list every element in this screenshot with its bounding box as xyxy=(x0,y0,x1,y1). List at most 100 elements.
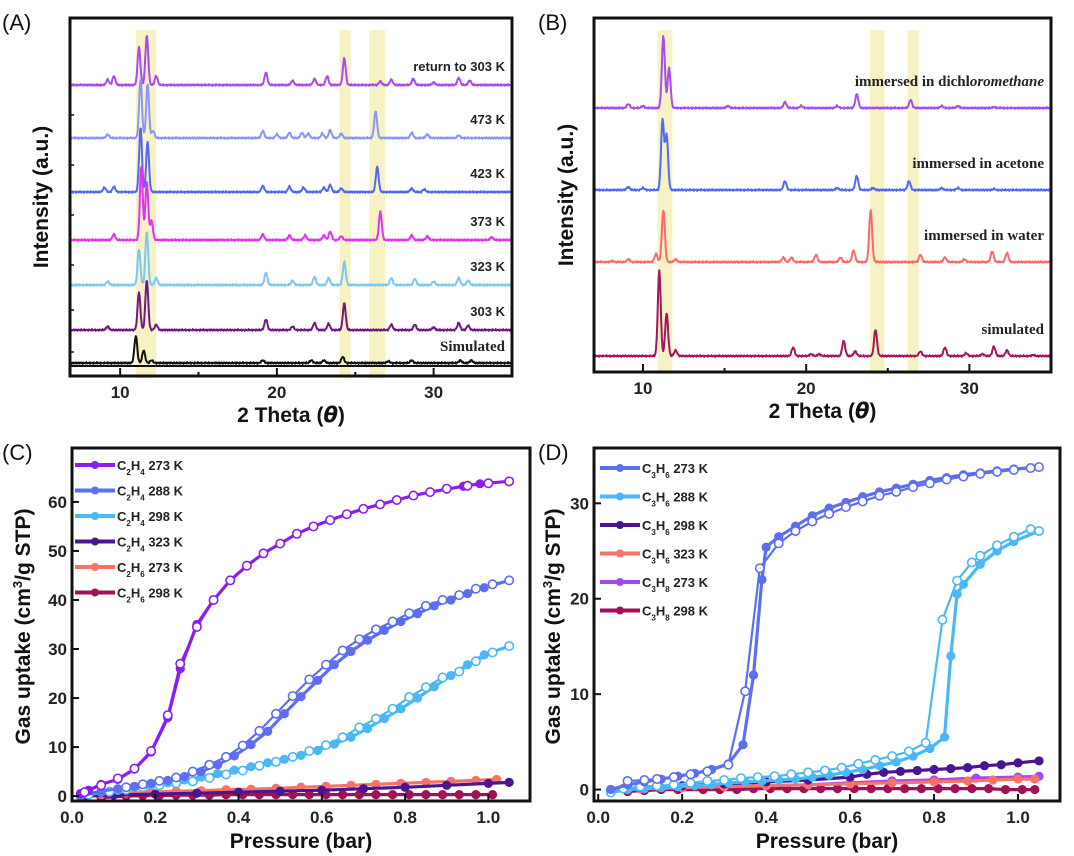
desorption-point xyxy=(1008,464,1019,475)
adsorption-point xyxy=(388,790,398,800)
desorption-point xyxy=(404,692,415,703)
desorption-point xyxy=(470,656,481,667)
xrd-trace xyxy=(69,35,513,87)
xrd-trace xyxy=(69,79,513,140)
desorption-point xyxy=(1025,524,1036,535)
legend-item: C3H6 288 K xyxy=(600,490,709,509)
panel-label: (D) xyxy=(538,440,569,465)
desorption-point xyxy=(966,557,977,568)
desorption-point xyxy=(291,528,302,539)
trace-label-text: immersed in acetone xyxy=(912,156,1044,172)
series-c2h4-288-k xyxy=(75,575,515,801)
desorption-point xyxy=(723,759,734,770)
y-axis-title-superscript: 3 xyxy=(10,581,25,588)
legend-formula: H xyxy=(656,461,665,476)
trace-label: 373 K xyxy=(470,214,505,229)
desorption-point xyxy=(204,759,215,770)
adsorption-point xyxy=(363,635,373,645)
adsorption-point xyxy=(263,726,273,736)
series-c3h8-298-k xyxy=(622,783,1040,797)
legend-subscript: 6 xyxy=(140,596,145,605)
adsorption-point xyxy=(979,761,990,771)
desorption-point xyxy=(175,658,186,669)
desorption-point xyxy=(208,594,219,605)
axis-frame xyxy=(68,16,514,378)
legend-formula: C xyxy=(642,575,652,590)
legend-label: C3H6 298 K xyxy=(642,518,709,537)
desorption-point xyxy=(924,478,935,489)
desorption-point xyxy=(952,575,963,586)
trace-label-text: immersed in water xyxy=(924,228,1044,244)
legend-label: C3H6 288 K xyxy=(642,490,709,509)
desorption-point xyxy=(221,751,232,762)
desorption-point xyxy=(790,526,801,537)
legend-subscript: 4 xyxy=(140,468,145,477)
adsorption-point xyxy=(471,790,481,800)
trace-label-text: 303 K xyxy=(470,304,505,319)
desorption-point xyxy=(171,772,182,783)
desorption-point xyxy=(958,471,969,482)
adsorption-point xyxy=(317,785,327,795)
desorption-point xyxy=(504,476,515,487)
desorption-point xyxy=(870,754,881,765)
desorption-point xyxy=(803,767,814,778)
y-tick-label: 40 xyxy=(48,591,67,610)
desorption-point xyxy=(254,760,265,771)
desorption-point xyxy=(903,746,914,757)
desorption-point xyxy=(840,502,851,513)
desorption-point xyxy=(391,494,402,505)
desorption-point xyxy=(79,787,90,798)
desorption-point xyxy=(271,708,282,719)
desorption-point xyxy=(807,516,818,527)
legend-formula: C xyxy=(117,586,127,601)
desorption-line xyxy=(88,645,510,796)
adsorption-point xyxy=(963,763,973,773)
legend-formula: H xyxy=(656,490,665,505)
legend-subscript: 3 xyxy=(651,500,656,509)
desorption-point xyxy=(454,590,465,601)
desorption-point xyxy=(622,775,633,786)
y-tick-label: 0 xyxy=(580,781,589,800)
legend-temp: 298 K xyxy=(148,586,183,601)
legend-label: C2H6 298 K xyxy=(117,586,184,605)
legend-subscript: 3 xyxy=(651,471,656,480)
adsorption-point xyxy=(379,714,389,724)
y-tick-label: 10 xyxy=(48,738,67,757)
adsorption-point xyxy=(946,763,956,774)
legend-temp: 323 K xyxy=(673,547,708,562)
trace-label: immersed in dichloromethane xyxy=(855,74,1045,90)
x-tick-label: 0.0 xyxy=(60,808,84,827)
desorption-point xyxy=(487,579,498,590)
desorption-point xyxy=(454,666,465,677)
desorption-point xyxy=(992,540,1003,551)
adsorption-point xyxy=(832,783,843,794)
desorption-point xyxy=(129,763,140,774)
adsorption-point xyxy=(400,782,410,792)
desorption-point xyxy=(304,674,315,685)
adsorption-point xyxy=(404,790,414,800)
y-tick-label: 0 xyxy=(58,787,67,806)
adsorption-point xyxy=(363,723,373,734)
legend-item: C3H6 298 K xyxy=(600,518,709,537)
legend-temp: 288 K xyxy=(673,490,708,505)
adsorption-point xyxy=(963,776,973,786)
trace-label: immersed in water xyxy=(924,228,1044,244)
x-tick-label: 10 xyxy=(634,379,653,398)
legend-formula: C xyxy=(642,547,652,562)
desorption-point xyxy=(1008,531,1019,542)
axis-frame xyxy=(592,446,1062,803)
desorption-point xyxy=(420,600,431,611)
x-tick-label: 20 xyxy=(797,379,816,398)
series-c3h6-273-k xyxy=(606,462,1045,795)
adsorption-point xyxy=(313,675,323,685)
adsorption-point xyxy=(748,670,759,680)
legend-subscript: 4 xyxy=(140,545,145,554)
trace-label: Simulated xyxy=(440,339,506,355)
legend-formula: C xyxy=(117,509,127,524)
x-tick-label: 1.0 xyxy=(477,808,501,827)
adsorption-point xyxy=(483,778,493,788)
y-tick-label: 30 xyxy=(570,494,589,513)
y-axis-title-text: /g STP) xyxy=(12,509,35,581)
xrd-trace xyxy=(593,117,1052,192)
adsorption-line xyxy=(80,644,510,798)
